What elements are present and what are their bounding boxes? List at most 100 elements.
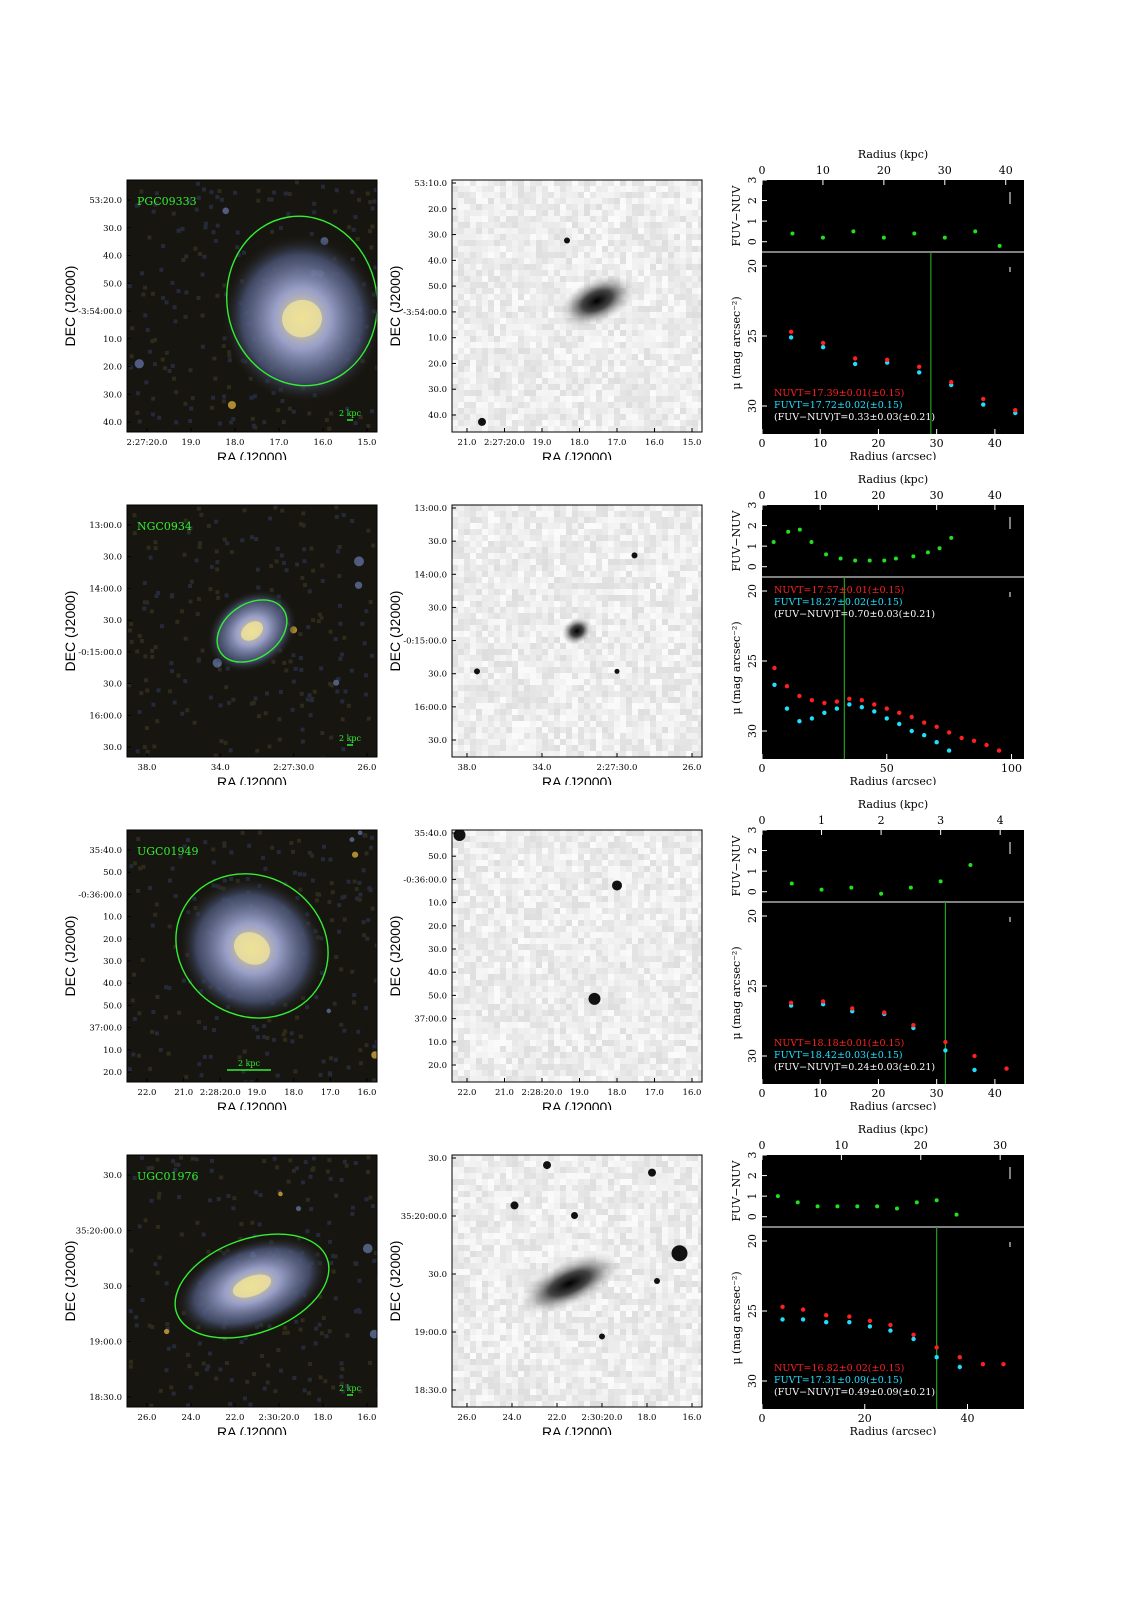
dec-tick-label: 30.0	[103, 616, 122, 626]
color-point	[894, 1206, 899, 1211]
ra-axis-title: RA (J2000)	[217, 449, 287, 460]
kpc-tick-label: 40	[999, 164, 1013, 177]
nuv-point	[1004, 1066, 1009, 1071]
dec-tick-label: 30.0	[428, 1154, 447, 1164]
dec-tick-label: 40.0	[428, 968, 447, 978]
fuv-point	[884, 716, 889, 721]
star	[648, 1168, 656, 1177]
dec-axis-title: DEC (J2000)	[387, 591, 403, 672]
color-tick-label: 0	[746, 1213, 759, 1220]
nuv-point	[949, 380, 954, 385]
kpc-tick-label: 40	[988, 489, 1002, 502]
arcsec-axis-title: Radius (arcsec)	[850, 1100, 937, 1110]
arcsec-tick-label: 20	[858, 1412, 872, 1425]
ra-tick-label: 2:30:20.0	[259, 1413, 300, 1423]
star	[510, 1201, 519, 1210]
dec-tick-label: 35:40.0	[414, 829, 447, 839]
color-tick-label: 1	[746, 868, 759, 875]
ra-tick-label: 18.0	[226, 438, 245, 448]
color-point	[851, 229, 856, 234]
nuv-point	[897, 710, 902, 715]
ra-tick-label: 16.0	[358, 1088, 377, 1098]
galaxy-name: UGC01949	[137, 845, 198, 858]
dec-tick-label: 53:20.0	[89, 196, 122, 206]
nuv-point	[934, 724, 939, 729]
dec-tick-label: 19:00.0	[414, 1328, 447, 1338]
ra-tick-label: 17.0	[645, 1088, 664, 1098]
ra-tick-label: 2:28:20.0	[200, 1088, 241, 1098]
dec-tick-label: 35:20:00.0	[401, 1212, 447, 1222]
grayscale-image	[452, 180, 702, 432]
mu-axis-title: μ (mag arcsec⁻²)	[730, 1271, 743, 1364]
color-composite-image	[127, 830, 377, 1082]
dec-tick-label: 20.0	[428, 1061, 447, 1071]
mu-tick-label: 20	[746, 259, 759, 273]
ra-tick-label: 24.0	[182, 1413, 201, 1423]
color-composite-image	[127, 180, 377, 432]
color-point	[881, 235, 886, 240]
color-point	[786, 529, 791, 534]
nuv-point	[820, 999, 826, 1004]
arcsec-tick-label: 20	[871, 1087, 885, 1100]
color-point	[855, 1204, 860, 1209]
color-point	[824, 552, 829, 557]
dec-tick-label: 30.0	[428, 1270, 447, 1280]
dec-tick-label: -0:15:00.0	[78, 648, 122, 658]
color-total-annotation: (FUV−NUV)T=0.49±0.09(±0.21)	[774, 1387, 935, 1398]
star	[478, 417, 486, 426]
nuv-total-annotation: NUVT=16.82±0.02(±0.15)	[774, 1363, 904, 1374]
dec-tick-label: 20.0	[103, 1068, 122, 1078]
ra-tick-label: 21.0	[495, 1088, 514, 1098]
color-point	[949, 535, 954, 540]
dec-tick-label: 50.0	[428, 282, 447, 292]
dec-tick-label: 10.0	[103, 335, 122, 345]
nuv-total-annotation: NUVT=17.57±0.01(±0.15)	[774, 585, 904, 596]
dec-axis-title: DEC (J2000)	[387, 916, 403, 997]
dec-tick-label: 40.0	[103, 418, 122, 428]
dec-tick-label: 30.0	[103, 553, 122, 563]
galaxy-name: NGC0934	[137, 520, 192, 533]
ra-tick-label: 18.0	[570, 438, 589, 448]
dec-tick-label: 20.0	[428, 922, 447, 932]
ra-tick-label: 26.0	[683, 763, 702, 773]
dec-tick-label: 35:20:00.0	[76, 1227, 122, 1237]
mu-tick-label: 20	[746, 1234, 759, 1248]
ra-axis-title: RA (J2000)	[217, 1424, 287, 1435]
mu-tick-label: 25	[746, 1304, 759, 1318]
dec-tick-label: 30.0	[428, 537, 447, 547]
fuv-point	[909, 728, 914, 734]
dec-tick-label: 30.0	[428, 736, 447, 746]
color-point	[911, 554, 916, 559]
kpc-axis-title: Radius (kpc)	[858, 475, 928, 486]
star	[631, 552, 638, 559]
ra-axis-title: RA (J2000)	[542, 449, 612, 460]
kpc-axis-title: Radius (kpc)	[858, 150, 928, 161]
fuv-point	[897, 721, 902, 727]
ra-tick-label: 38.0	[138, 763, 157, 773]
galaxy-row-ugc01976: UGC01976 2 kpc 26.0 24.0 22.0 2:30:20.0 18.0 16…	[0, 1125, 1131, 1435]
fuv-point	[888, 1328, 893, 1333]
dec-tick-label: 35:40.0	[89, 846, 122, 856]
fuv-point	[934, 740, 939, 745]
fuv-point	[824, 1320, 829, 1325]
dec-tick-label: 30.0	[428, 945, 447, 955]
nuv-point	[797, 693, 802, 699]
mu-tick-label: 30	[746, 1049, 759, 1063]
color-point	[867, 558, 872, 563]
nuv-point	[809, 698, 815, 703]
color-point	[912, 231, 917, 236]
galaxy-core	[559, 274, 635, 328]
nuv-point	[884, 357, 890, 362]
nuv-point	[943, 1039, 948, 1045]
ra-tick-label: 16.0	[314, 438, 333, 448]
dec-tick-label: 13:00.0	[89, 521, 122, 531]
color-total-annotation: (FUV−NUV)T=0.70±0.03(±0.21)	[774, 609, 935, 620]
arcsec-tick-label: 50	[880, 762, 894, 775]
dec-tick-label: 19:00.0	[89, 1338, 122, 1348]
fuv-point	[834, 706, 840, 711]
dec-tick-label: -0:36:00.0	[78, 890, 122, 900]
row-graphics: NGC0934 2 kpc 38.0 34.0 2:27:30.0 26.0 RA (J20…	[62, 475, 1024, 785]
dec-tick-label: 14:00.0	[414, 570, 447, 580]
dec-tick-label: 53:10.0	[414, 179, 447, 189]
fuv-point	[772, 682, 777, 687]
